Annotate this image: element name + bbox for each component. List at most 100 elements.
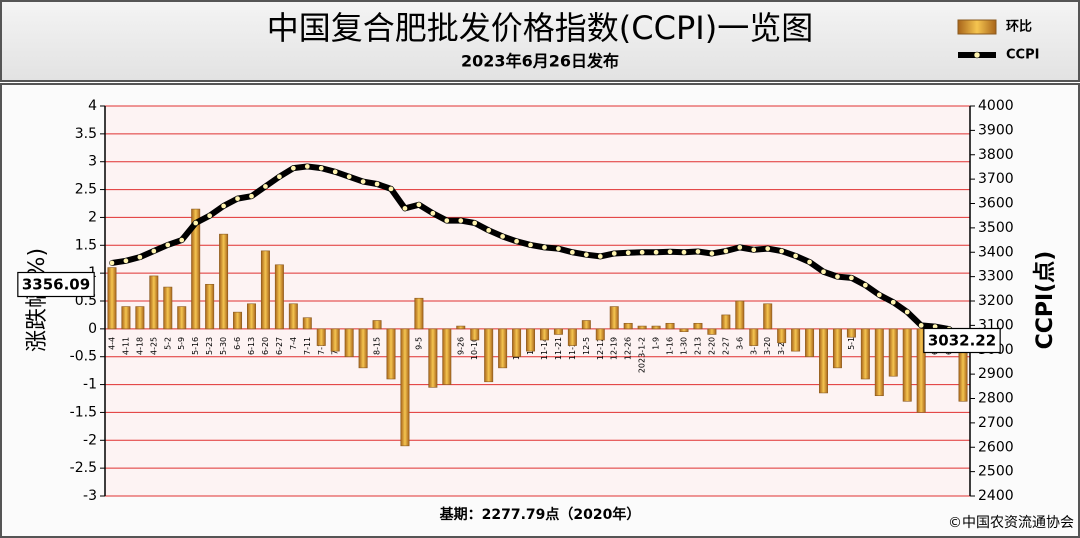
line-point — [541, 244, 548, 251]
bar — [302, 317, 312, 330]
x-tick-label: 4-11 — [121, 337, 130, 355]
line-point — [192, 220, 199, 226]
line-point — [736, 244, 743, 251]
x-tick-label: 5-23 — [205, 337, 214, 355]
bar — [428, 328, 438, 388]
bar — [470, 328, 480, 341]
line-point — [750, 246, 757, 253]
x-tick-label: 3-20 — [763, 337, 772, 355]
x-tick-label: 2-27 — [721, 337, 730, 355]
legend-swatch-dot — [973, 51, 981, 59]
bar — [149, 275, 159, 330]
x-tick-label: 5-9 — [177, 337, 186, 350]
bar — [665, 322, 675, 330]
line-point — [569, 249, 576, 256]
header-box — [0, 0, 1080, 82]
line-point — [918, 322, 925, 329]
line-point — [220, 203, 227, 209]
x-tick-label: 11-28 — [568, 337, 577, 360]
line-point — [164, 242, 171, 248]
bar — [846, 328, 856, 338]
bar — [316, 328, 326, 346]
bar — [498, 328, 508, 369]
x-tick-label: 1-16 — [666, 337, 675, 355]
bar — [553, 328, 563, 335]
x-tick-label: 3-6 — [735, 337, 744, 350]
line-point — [722, 248, 729, 254]
y2-tick-label: 2800 — [978, 391, 1014, 407]
bar — [484, 328, 494, 383]
legend-label: 环比 — [1006, 19, 1032, 35]
y-tick-label: -2 — [83, 432, 97, 448]
y2-tick-label: 2500 — [978, 464, 1014, 480]
bar — [916, 328, 926, 413]
bar — [330, 328, 340, 352]
bar — [526, 328, 536, 352]
bar — [372, 320, 382, 330]
line-point — [346, 173, 353, 180]
bar — [832, 328, 842, 369]
x-tick-label: 6-6 — [233, 337, 242, 350]
y2-tick-label: 2900 — [978, 366, 1014, 382]
line-point — [555, 245, 562, 252]
data-label-group: 3032.22 — [923, 327, 1001, 354]
bar — [205, 283, 215, 330]
bar — [777, 328, 787, 344]
y2-tick-label: 3400 — [978, 244, 1014, 260]
y2-tick-label: 2600 — [978, 439, 1014, 455]
bar — [288, 303, 298, 330]
bar — [121, 306, 131, 330]
line-point — [123, 257, 129, 264]
y-tick-label: -1 — [83, 377, 97, 393]
line-point — [416, 201, 422, 208]
line-point — [457, 217, 464, 224]
bar — [679, 328, 689, 332]
x-tick-label: 3-13 — [749, 337, 758, 355]
chart-subtitle: 2023年6月26日发布 — [461, 52, 619, 71]
line-point — [290, 165, 297, 172]
y-tick-label: 1.5 — [75, 237, 97, 253]
x-tick-label: 1-9 — [652, 337, 661, 350]
bar — [791, 328, 801, 352]
x-tick-label: 9-26 — [456, 337, 465, 355]
y2-tick-label: 3900 — [978, 122, 1014, 138]
bar — [177, 306, 187, 330]
bar — [819, 328, 828, 394]
line-point — [248, 193, 255, 200]
line-point — [583, 251, 590, 258]
line-point — [681, 249, 687, 256]
data-label-group: 3356.09 — [17, 271, 95, 298]
bar — [651, 325, 661, 330]
bar — [860, 328, 870, 380]
line-point — [695, 248, 701, 255]
x-tick-label: 6-13 — [247, 337, 256, 355]
x-tick-label: 2023-1-2 — [638, 337, 647, 373]
line-point — [890, 299, 897, 306]
x-tick-label: 12-26 — [624, 337, 633, 360]
y-tick-label: 3 — [88, 154, 97, 170]
line-point — [388, 186, 394, 192]
y2-tick-label: 2400 — [978, 488, 1014, 504]
line-point — [109, 260, 115, 266]
x-tick-label: 7-4 — [289, 337, 298, 350]
bar — [805, 328, 815, 358]
y-tick-label: -2.5 — [70, 460, 97, 476]
y2-tick-label: 3500 — [978, 220, 1014, 236]
bar — [344, 328, 354, 358]
x-tick-label: 5-2 — [163, 337, 172, 350]
bar — [763, 303, 773, 330]
bar — [623, 322, 633, 330]
bar — [260, 250, 270, 330]
line-point — [778, 248, 785, 254]
bar — [595, 328, 605, 341]
line-point — [527, 242, 534, 248]
x-tick-label: 10-10 — [470, 337, 479, 360]
footer-base: 基期：2277.79点（2020年） — [440, 506, 641, 523]
bar — [567, 328, 577, 346]
line-point — [443, 217, 450, 224]
y2-tick-label: 4000 — [978, 98, 1014, 114]
line-point — [862, 282, 869, 289]
y2-tick-label: 3600 — [978, 196, 1014, 212]
x-tick-label: 12-19 — [610, 337, 619, 360]
